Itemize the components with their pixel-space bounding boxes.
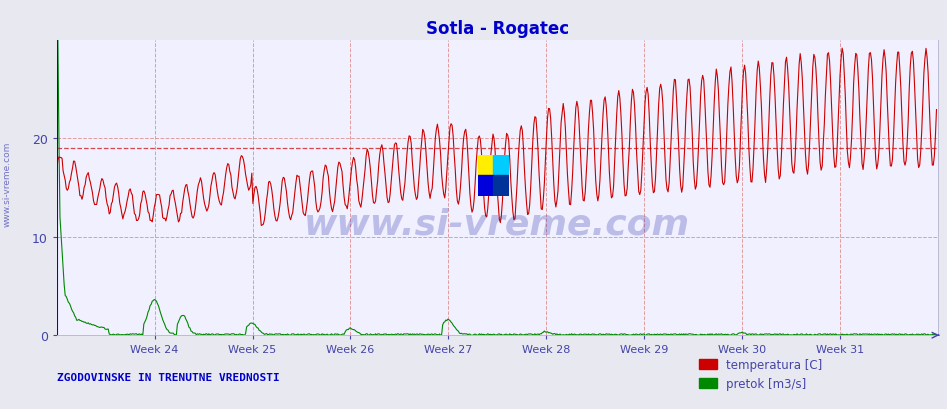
Bar xyxy=(478,155,493,176)
Legend: temperatura [C], pretok [m3/s]: temperatura [C], pretok [m3/s] xyxy=(694,354,828,395)
Bar xyxy=(493,176,509,196)
Bar xyxy=(493,155,509,176)
Bar xyxy=(478,176,493,196)
Text: www.si-vreme.com: www.si-vreme.com xyxy=(304,207,690,240)
Text: www.si-vreme.com: www.si-vreme.com xyxy=(3,142,12,227)
Title: Sotla - Rogatec: Sotla - Rogatec xyxy=(425,20,569,38)
Text: ZGODOVINSKE IN TRENUTNE VREDNOSTI: ZGODOVINSKE IN TRENUTNE VREDNOSTI xyxy=(57,372,279,382)
